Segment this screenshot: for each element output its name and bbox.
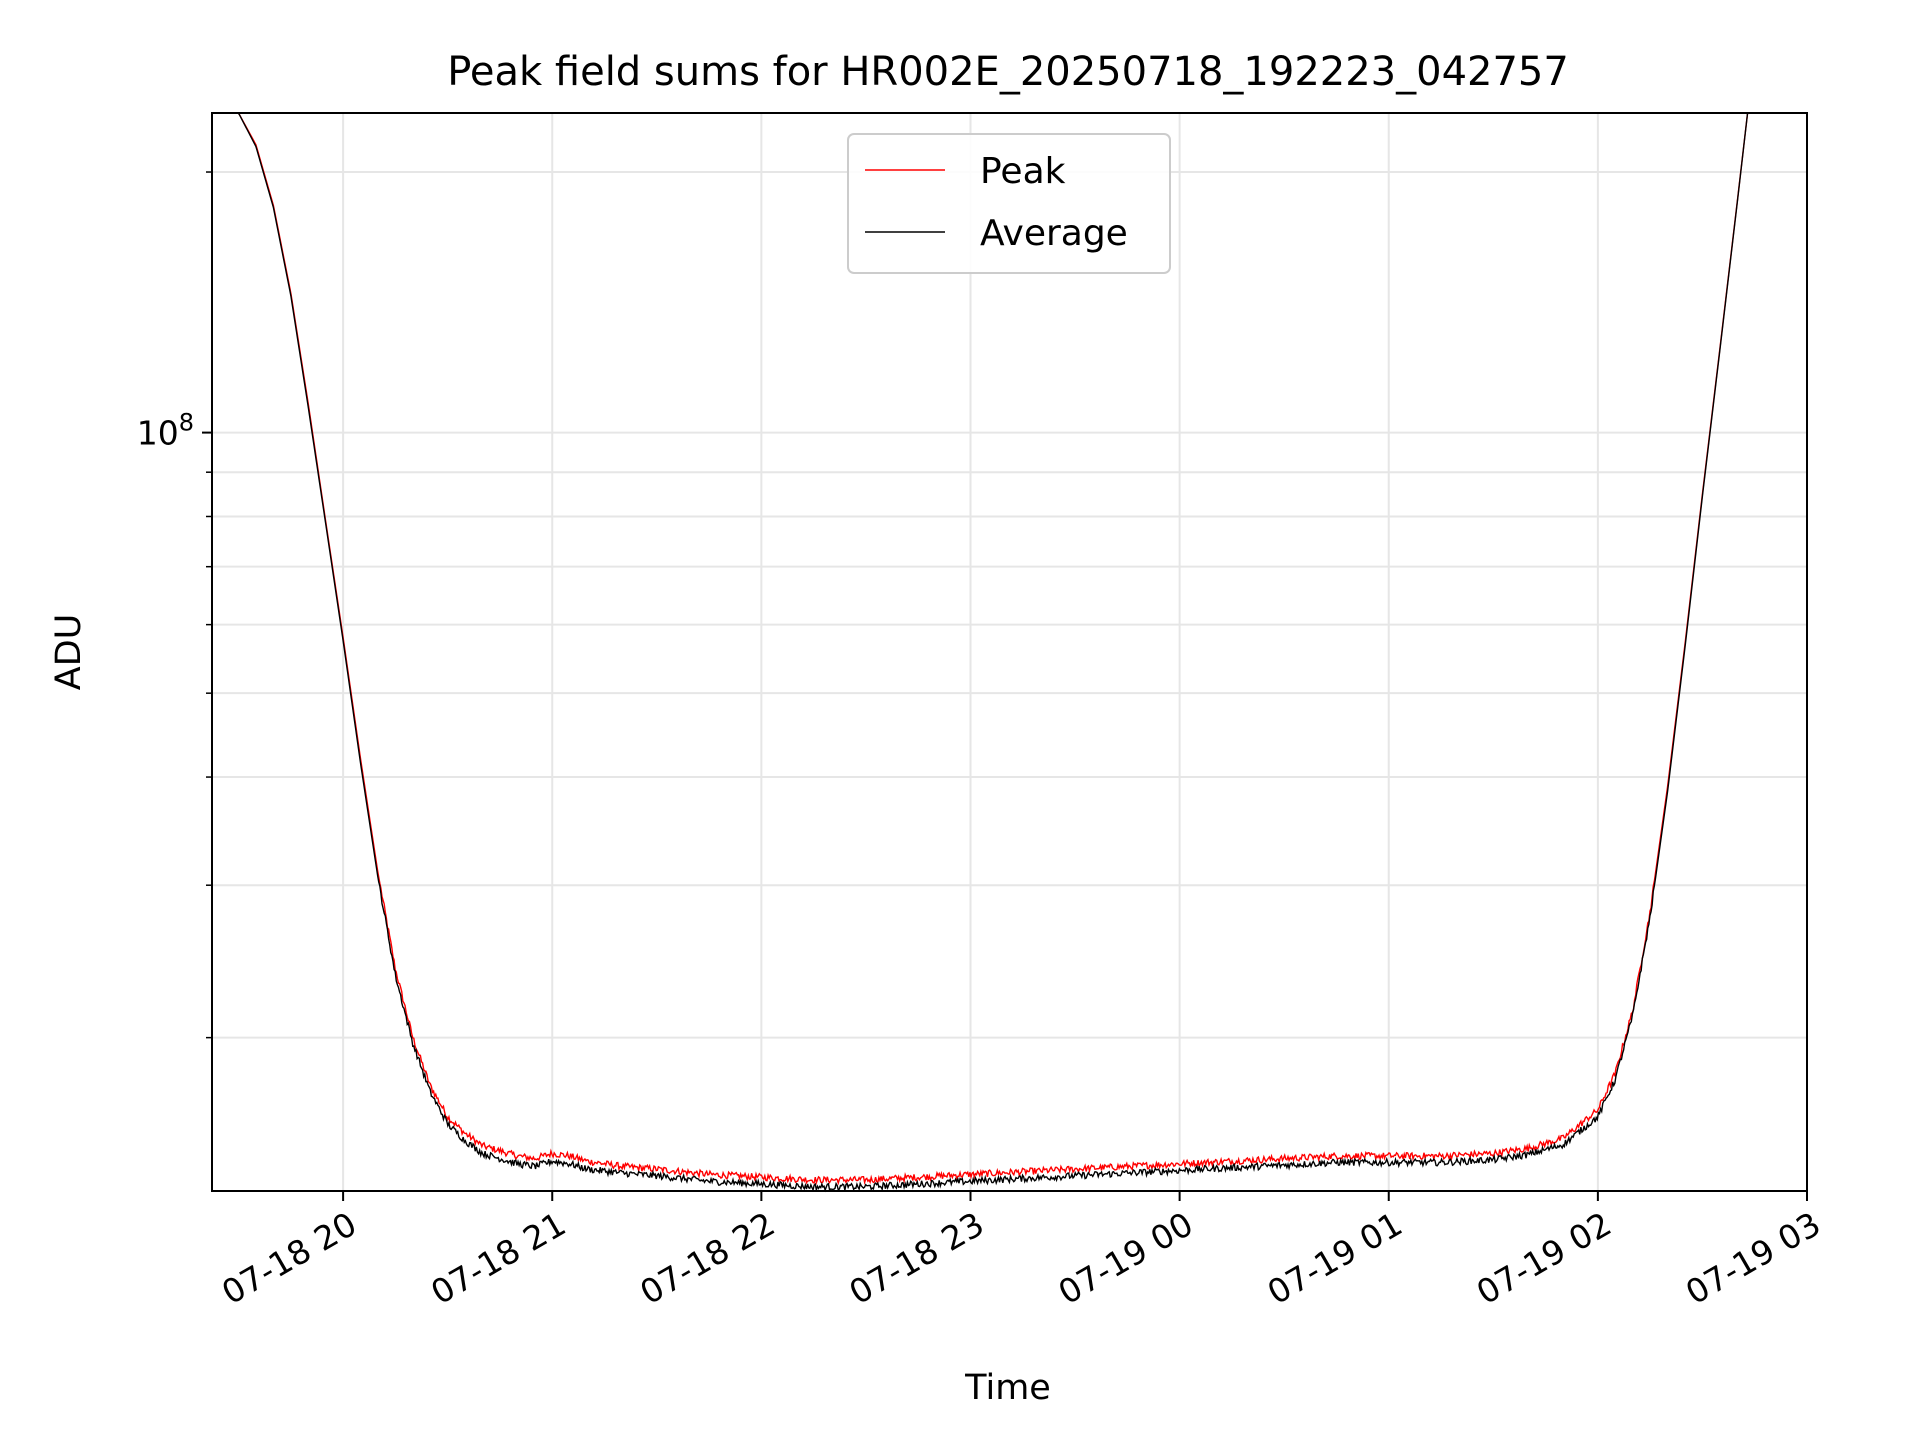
chart-title: Peak field sums for HR002E_20250718_1922… [447, 49, 1569, 95]
y-axis-label: ADU [49, 614, 89, 691]
series-line-average [212, 112, 1749, 1193]
plot-frame [211, 112, 1808, 1192]
legend: Peak Average [847, 133, 1171, 274]
legend-label-peak: Peak [980, 151, 1066, 192]
legend-label-average: Average [980, 213, 1128, 254]
y-tick-label: 108 [137, 409, 194, 453]
y-tick-label-base: 10 [137, 414, 179, 453]
legend-box [847, 133, 1171, 274]
x-axis-label: Time [964, 1368, 1051, 1408]
y-tick-label-exponent: 8 [179, 409, 194, 437]
y-axis: 108 [137, 171, 212, 1039]
series-layer [212, 112, 1749, 1193]
series-line-peak [212, 112, 1749, 1186]
